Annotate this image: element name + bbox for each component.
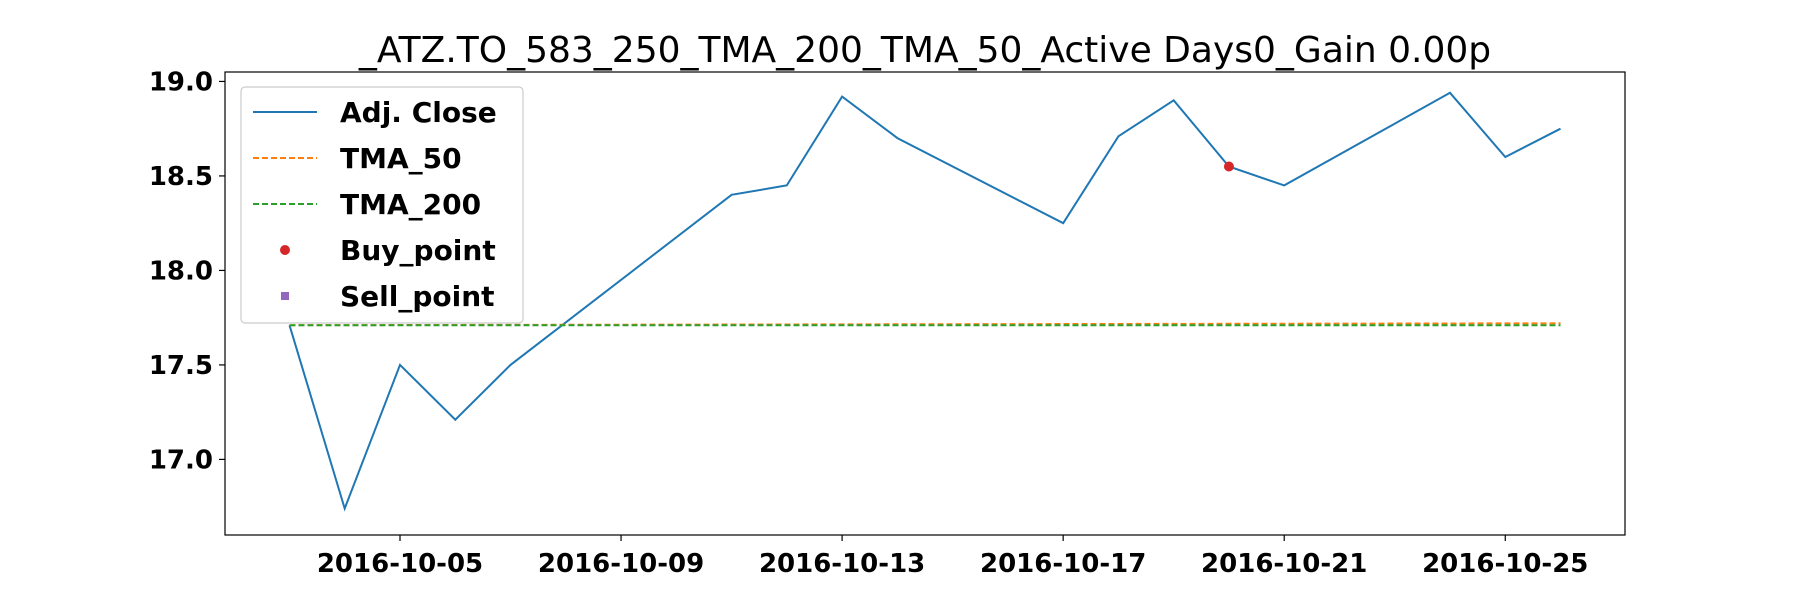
legend-swatch-3: [280, 245, 290, 255]
legend-box: [240, 86, 524, 324]
x-tick-label-0: 2016-10-05: [317, 549, 483, 579]
y-tick-label-2: 18.0: [149, 256, 213, 286]
y-tick-label-1: 17.5: [149, 351, 213, 381]
legend-label-3: Buy_point: [340, 234, 496, 267]
x-axis: 2016-10-05 2016-10-09 2016-10-13 2016-10-17…: [317, 535, 1588, 579]
plot-series: [288, 91, 1561, 512]
legend-item-2: TMA_200: [253, 188, 481, 221]
legend-item-0: Adj. Close: [253, 96, 497, 129]
legend-item-3: Buy_point: [280, 234, 496, 267]
chart-title: _ATZ.TO_583_250_TMA_200_TMA_50_Active Da…: [358, 30, 1491, 71]
legend-label-1: TMA_50: [340, 142, 462, 175]
y-tick-label-0: 17.0: [149, 445, 213, 475]
y-tick-label-3: 18.5: [149, 162, 213, 192]
y-axis: 17.0 17.5 18.0 18.5 19.0: [149, 67, 225, 475]
legend-label-4: Sell_point: [340, 280, 495, 313]
legend-label-0: Adj. Close: [340, 96, 497, 129]
x-tick-label-3: 2016-10-17: [980, 549, 1146, 579]
plot-frame: [224, 71, 1626, 536]
x-tick-label-1: 2016-10-09: [538, 549, 704, 579]
x-tick-label-4: 2016-10-21: [1201, 549, 1367, 579]
x-tick-label-2: 2016-10-13: [759, 549, 925, 579]
legend-swatch-4: [281, 292, 289, 300]
legend-item-4: Sell_point: [281, 280, 495, 313]
x-tick-label-5: 2016-10-25: [1422, 549, 1588, 579]
marker-3-0: [1223, 161, 1234, 172]
legend-item-1: TMA_50: [253, 142, 462, 175]
legend: Adj. Close TMA_50 TMA_200 Buy_point Sell_poi…: [240, 86, 524, 324]
legend-label-2: TMA_200: [340, 188, 481, 221]
y-tick-label-4: 19.0: [149, 67, 213, 97]
series-line-0: [288, 91, 1561, 512]
